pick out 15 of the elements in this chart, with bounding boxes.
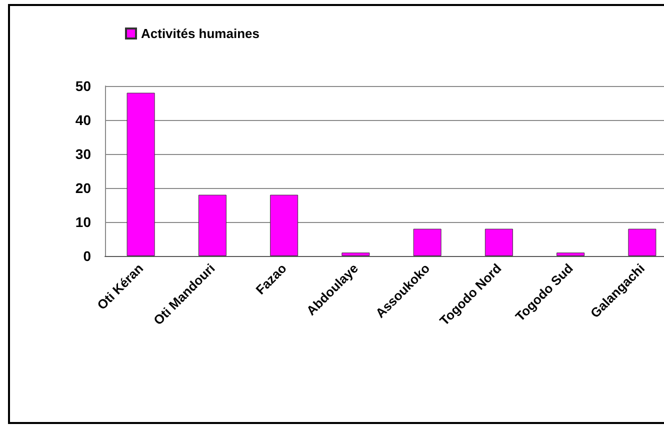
bar bbox=[198, 194, 226, 256]
y-tick-label: 50 bbox=[75, 78, 92, 94]
y-tick-label: 40 bbox=[75, 112, 92, 128]
y-tick-label: 30 bbox=[75, 146, 92, 162]
bar bbox=[628, 228, 656, 256]
bar bbox=[484, 228, 513, 256]
bar bbox=[556, 252, 585, 256]
bar bbox=[270, 194, 298, 256]
legend-label: Activités humaines bbox=[141, 26, 260, 41]
bar bbox=[413, 228, 442, 256]
bar bbox=[126, 92, 155, 256]
y-tick-label: 10 bbox=[75, 214, 92, 230]
bar bbox=[342, 252, 370, 256]
y-tick-label: 20 bbox=[75, 180, 92, 196]
y-tick-label: 0 bbox=[83, 248, 92, 264]
